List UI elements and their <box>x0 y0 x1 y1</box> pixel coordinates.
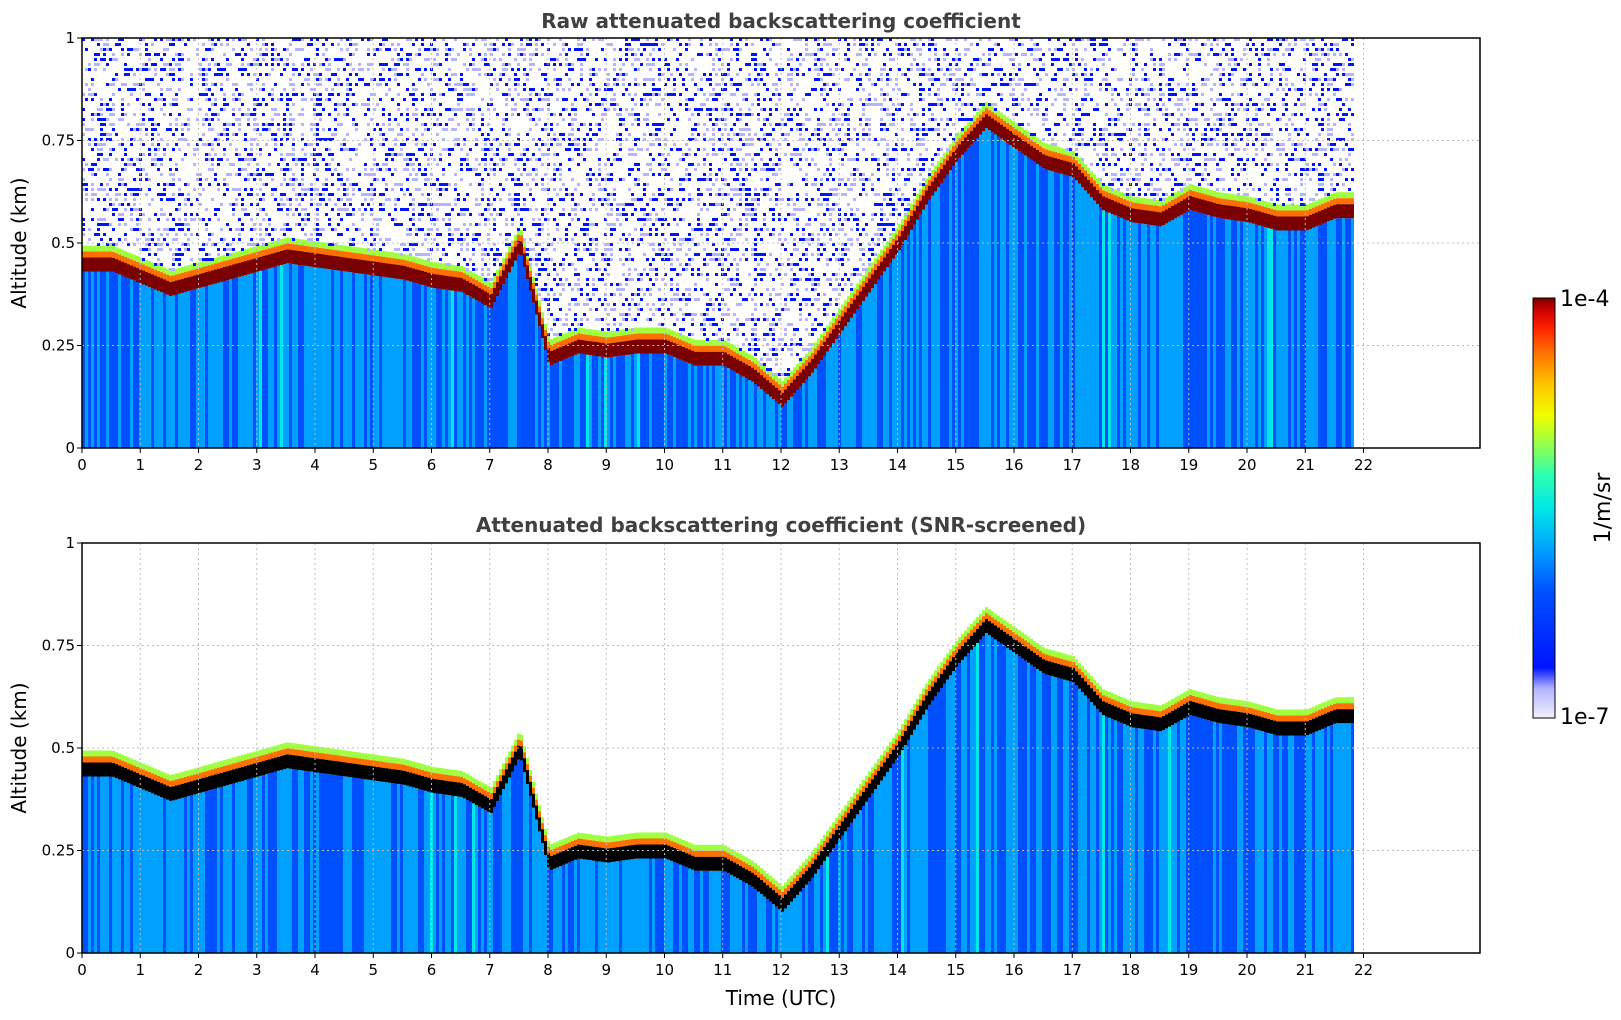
panel-raw-grid <box>82 38 1480 448</box>
x-tick-label: 9 <box>601 456 611 474</box>
colorbar-max-label: 1e-4 <box>1560 287 1609 312</box>
x-tick-label: 13 <box>830 961 849 979</box>
x-tick-label: 14 <box>888 961 907 979</box>
colorbar: 1e-4 1e-7 1/m/sr <box>1532 287 1616 730</box>
y-tick-label: 0.5 <box>51 739 75 757</box>
colorbar-unit-label: 1/m/sr <box>1591 472 1616 544</box>
panel-raw-y-ticks: 0 0.25 0.5 0.75 1 <box>42 29 82 457</box>
x-tick-label: 0 <box>77 961 87 979</box>
x-tick-label: 0 <box>77 456 87 474</box>
x-tick-label: 3 <box>252 456 262 474</box>
x-tick-label: 4 <box>310 456 320 474</box>
panel-screened-plot-area <box>82 607 1354 953</box>
x-tick-label: 18 <box>1121 456 1140 474</box>
x-tick-label: 22 <box>1354 456 1373 474</box>
panel-raw-y-label: Altitude (km) <box>7 177 31 308</box>
x-tick-label: 3 <box>252 961 262 979</box>
x-tick-label: 21 <box>1296 961 1315 979</box>
x-tick-label: 10 <box>655 961 674 979</box>
x-tick-label: 16 <box>1004 961 1023 979</box>
colorbar-min-label: 1e-7 <box>1560 705 1609 730</box>
panel-raw-x-ticks: 0 1 2 3 4 5 6 7 8 9 10 11 12 13 14 15 16 17 18 19 20 21 22 <box>77 448 1373 474</box>
panel-screened-x-label: Time (UTC) <box>725 986 837 1010</box>
x-tick-label: 2 <box>194 456 204 474</box>
x-tick-label: 16 <box>1004 456 1023 474</box>
x-tick-label: 8 <box>543 961 553 979</box>
panel-raw: Raw attenuated backscattering coefficien… <box>7 9 1481 474</box>
panel-screened-grid <box>82 543 1480 953</box>
x-tick-label: 14 <box>888 456 907 474</box>
panel-raw-plot-area <box>82 38 1354 448</box>
x-tick-label: 5 <box>368 961 378 979</box>
x-tick-label: 13 <box>830 456 849 474</box>
x-tick-label: 12 <box>771 456 790 474</box>
y-tick-label: 0.75 <box>42 637 75 655</box>
x-tick-label: 17 <box>1063 961 1082 979</box>
x-tick-label: 8 <box>543 456 553 474</box>
panel-screened-x-ticks: 0 1 2 3 4 5 6 7 8 9 10 11 12 13 14 15 16 17 18 19 20 21 22 <box>77 953 1373 979</box>
y-tick-label: 0 <box>65 944 75 962</box>
panel-screened-y-ticks: 0 0.25 0.5 0.75 1 <box>42 534 82 962</box>
x-tick-label: 10 <box>655 456 674 474</box>
heatmap-cells <box>82 38 1354 448</box>
x-tick-label: 21 <box>1296 456 1315 474</box>
x-tick-label: 11 <box>713 961 732 979</box>
y-tick-label: 0 <box>65 439 75 457</box>
x-tick-label: 9 <box>601 961 611 979</box>
x-tick-label: 7 <box>485 961 495 979</box>
x-tick-label: 19 <box>1179 456 1198 474</box>
x-tick-label: 6 <box>427 456 437 474</box>
panel-screened: Attenuated backscattering coefficient (S… <box>7 513 1481 1010</box>
y-tick-label: 0.5 <box>51 234 75 252</box>
x-tick-label: 17 <box>1063 456 1082 474</box>
panel-screened-y-label: Altitude (km) <box>7 682 31 813</box>
panel-screened-title: Attenuated backscattering coefficient (S… <box>476 513 1086 537</box>
colorbar-scale <box>1532 297 1556 719</box>
x-tick-label: 5 <box>368 456 378 474</box>
x-tick-label: 1 <box>135 961 145 979</box>
heatmap-cells <box>82 607 1354 953</box>
y-tick-label: 1 <box>65 534 75 552</box>
x-tick-label: 4 <box>310 961 320 979</box>
y-tick-label: 0.75 <box>42 132 75 150</box>
x-tick-label: 7 <box>485 456 495 474</box>
x-tick-label: 11 <box>713 456 732 474</box>
x-tick-label: 15 <box>946 961 965 979</box>
x-tick-label: 20 <box>1237 961 1256 979</box>
x-tick-label: 18 <box>1121 961 1140 979</box>
panel-raw-title: Raw attenuated backscattering coefficien… <box>541 9 1021 33</box>
x-tick-label: 6 <box>427 961 437 979</box>
x-tick-label: 12 <box>771 961 790 979</box>
x-tick-label: 22 <box>1354 961 1373 979</box>
x-tick-label: 1 <box>135 456 145 474</box>
y-tick-label: 0.25 <box>42 337 75 355</box>
x-tick-label: 19 <box>1179 961 1198 979</box>
x-tick-label: 20 <box>1237 456 1256 474</box>
y-tick-label: 0.25 <box>42 842 75 860</box>
x-tick-label: 2 <box>194 961 204 979</box>
x-tick-label: 15 <box>946 456 965 474</box>
y-tick-label: 1 <box>65 29 75 47</box>
